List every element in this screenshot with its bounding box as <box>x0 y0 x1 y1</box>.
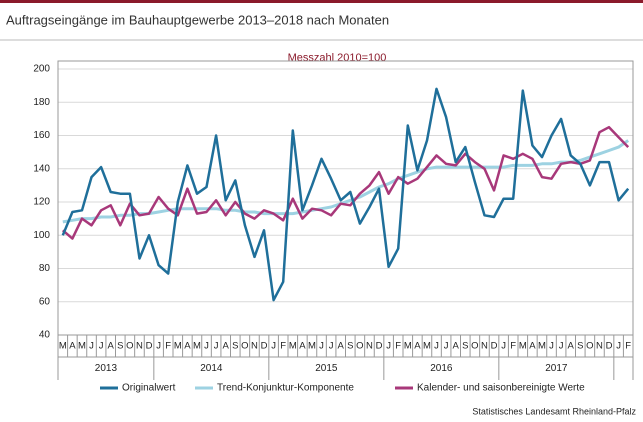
x-tick-label: J <box>89 341 94 352</box>
y-tick-label: 180 <box>33 97 50 108</box>
y-tick-label: 100 <box>33 230 50 241</box>
y-tick-label: 140 <box>33 163 50 174</box>
series-line <box>61 125 630 240</box>
x-tick-label: F <box>625 341 631 352</box>
x-tick-label: A <box>529 341 536 352</box>
legend-label: Kalender- und saisonbereinigte Werte <box>417 383 585 394</box>
series-line <box>61 87 630 302</box>
x-tick-label: J <box>434 341 439 352</box>
y-tick-label: 40 <box>39 330 51 341</box>
x-tick-label: F <box>510 341 516 352</box>
x-tick-label: M <box>289 341 297 352</box>
x-tick-label: A <box>108 341 115 352</box>
x-tick-label: N <box>481 341 488 352</box>
x-tick-label: F <box>280 341 286 352</box>
x-tick-label: M <box>78 341 86 352</box>
x-tick-label: O <box>241 341 248 352</box>
x-tick-label: M <box>59 341 67 352</box>
x-tick-label: F <box>395 341 401 352</box>
x-tick-label: S <box>232 341 238 352</box>
x-tick-label: M <box>308 341 316 352</box>
x-tick-label: A <box>299 341 306 352</box>
x-tick-label: O <box>356 341 363 352</box>
x-tick-label: A <box>453 341 460 352</box>
year-label: 2013 <box>95 363 118 374</box>
x-tick-label: J <box>386 341 391 352</box>
year-label: 2015 <box>315 363 338 374</box>
x-tick-label: S <box>462 341 468 352</box>
x-tick-label: F <box>165 341 171 352</box>
x-tick-label: J <box>156 341 161 352</box>
x-tick-label: J <box>204 341 209 352</box>
x-tick-label: D <box>491 341 498 352</box>
x-tick-label: N <box>366 341 373 352</box>
x-tick-label: O <box>586 341 593 352</box>
year-label: 2017 <box>545 363 568 374</box>
x-tick-label: D <box>376 341 383 352</box>
x-tick-label: S <box>347 341 353 352</box>
x-tick-label: O <box>126 341 133 352</box>
x-tick-label: J <box>549 341 554 352</box>
x-tick-label: J <box>319 341 324 352</box>
year-label: 2014 <box>200 363 223 374</box>
legend-label: Originalwert <box>122 383 176 394</box>
y-tick-label: 200 <box>33 64 50 75</box>
x-tick-label: J <box>99 341 104 352</box>
x-tick-label: N <box>251 341 258 352</box>
x-tick-label: D <box>606 341 613 352</box>
x-tick-label: O <box>471 341 478 352</box>
x-tick-label: J <box>616 341 621 352</box>
x-tick-label: D <box>146 341 153 352</box>
series-line <box>62 139 630 224</box>
x-tick-label: S <box>577 341 583 352</box>
x-tick-label: A <box>223 341 230 352</box>
x-tick-label: M <box>519 341 527 352</box>
x-tick-label: A <box>568 341 575 352</box>
x-tick-label: A <box>414 341 421 352</box>
x-tick-label: M <box>538 341 546 352</box>
x-tick-label: J <box>329 341 334 352</box>
x-tick-label: D <box>261 341 268 352</box>
x-tick-label: N <box>136 341 143 352</box>
top-rule <box>0 0 643 3</box>
x-tick-label: A <box>338 341 345 352</box>
x-tick-label: M <box>404 341 412 352</box>
x-tick-label: M <box>423 341 431 352</box>
y-tick-label: 60 <box>39 296 51 307</box>
x-tick-label: J <box>444 341 449 352</box>
x-tick-label: J <box>214 341 219 352</box>
x-tick-label: M <box>193 341 201 352</box>
x-tick-label: J <box>501 341 506 352</box>
year-label: 2016 <box>430 363 453 374</box>
x-tick-label: M <box>174 341 182 352</box>
source: Statistisches Landesamt Rheinland-Pfalz <box>472 406 636 416</box>
x-tick-label: J <box>559 341 564 352</box>
x-tick-label: A <box>184 341 191 352</box>
x-tick-label: N <box>596 341 603 352</box>
x-tick-label: J <box>271 341 276 352</box>
chart-title: Auftragseingänge im Bauhauptgewerbe 2013… <box>6 12 389 27</box>
subtitle: Messzahl 2010=100 <box>288 52 387 64</box>
legend-label: Trend-Konjunktur-Komponente <box>217 383 354 394</box>
x-tick-label: A <box>69 341 76 352</box>
y-tick-label: 120 <box>33 197 50 208</box>
y-tick-label: 160 <box>33 130 50 141</box>
y-tick-label: 80 <box>39 263 51 274</box>
x-tick-label: S <box>117 341 123 352</box>
